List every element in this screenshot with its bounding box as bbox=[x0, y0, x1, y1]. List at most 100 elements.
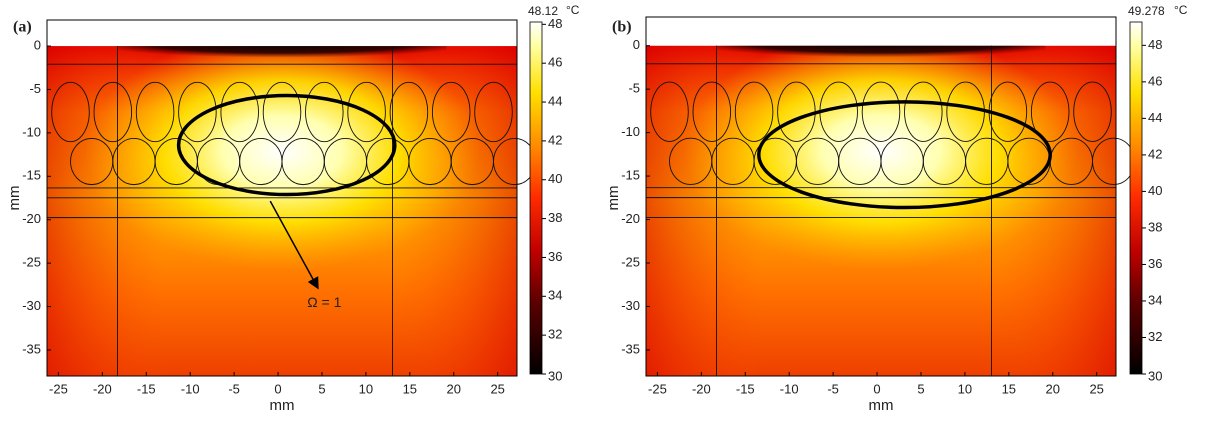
x-axis-label: mm bbox=[270, 397, 295, 414]
cold-zone bbox=[716, 41, 1046, 68]
cell-outline bbox=[474, 81, 513, 143]
colorbar bbox=[1129, 21, 1143, 375]
cell-outline bbox=[389, 81, 429, 143]
annotation-arrow bbox=[269, 200, 319, 290]
x-tick-label: -20 bbox=[93, 381, 112, 396]
x-tick-label: 5 bbox=[318, 381, 325, 396]
region-outline bbox=[176, 93, 397, 197]
cell-outline bbox=[1073, 81, 1112, 142]
x-tick-label: -25 bbox=[648, 381, 667, 396]
y-tick-label: 0 bbox=[633, 37, 640, 52]
cell-outline bbox=[220, 81, 259, 143]
x-axis-label: mm bbox=[869, 397, 894, 414]
colorbar-tick-label: 30 bbox=[548, 368, 562, 383]
cell-outline bbox=[51, 81, 90, 143]
colorbar bbox=[529, 21, 543, 375]
colorbar-unit: °C bbox=[566, 3, 580, 17]
colorbar-tick-label: 36 bbox=[548, 249, 562, 264]
cell-outline bbox=[904, 81, 943, 142]
y-tick-label: -10 bbox=[621, 124, 640, 139]
y-tick-label: -5 bbox=[628, 81, 640, 96]
y-tick-label: -15 bbox=[621, 168, 640, 183]
colorbar-tick-label: 42 bbox=[548, 132, 562, 147]
colorbar-tick-label: 48 bbox=[1148, 37, 1162, 52]
cell-outline bbox=[861, 81, 901, 142]
colorbar-unit: °C bbox=[1174, 3, 1188, 17]
colorbar-tick-label: 38 bbox=[548, 210, 562, 225]
colorbar-tick-label: 44 bbox=[548, 93, 562, 108]
blank-top bbox=[646, 17, 1116, 46]
cell-outline bbox=[431, 81, 471, 143]
x-tick-label: 10 bbox=[359, 381, 373, 396]
colorbar-tick-label: 34 bbox=[1148, 292, 1162, 307]
colorbar-tick-label: 32 bbox=[1148, 329, 1162, 344]
x-tick-label: -15 bbox=[736, 381, 755, 396]
colorbar-tick-label: 48 bbox=[548, 16, 562, 31]
x-tick-label: 15 bbox=[1002, 381, 1016, 396]
y-tick-label: -20 bbox=[621, 211, 640, 226]
cell-outline bbox=[135, 81, 175, 143]
y-tick-label: -25 bbox=[22, 255, 41, 270]
colorbar-tick-label: 40 bbox=[1148, 183, 1162, 198]
colorbar-tick-label: 46 bbox=[1148, 73, 1162, 88]
panel-label: (a) bbox=[13, 19, 32, 36]
colorbar-tick-label: 44 bbox=[1148, 110, 1162, 125]
x-tick-label: -20 bbox=[692, 381, 711, 396]
x-tick-label: 25 bbox=[1089, 381, 1103, 396]
blank-top bbox=[47, 20, 517, 47]
colorbar-tick-label: 30 bbox=[1148, 368, 1162, 383]
colorbar-tick-label: 46 bbox=[548, 55, 562, 70]
x-tick-label: 10 bbox=[958, 381, 972, 396]
y-tick-label: -30 bbox=[621, 298, 640, 313]
cell-outline bbox=[347, 81, 386, 143]
x-tick-label: -15 bbox=[137, 381, 156, 396]
x-tick-label: 5 bbox=[917, 381, 924, 396]
x-tick-label: -10 bbox=[181, 381, 200, 396]
colorbar-tick-label: 34 bbox=[548, 288, 562, 303]
x-tick-label: 15 bbox=[403, 381, 417, 396]
cell-outline bbox=[734, 81, 774, 142]
x-tick-label: 0 bbox=[873, 381, 880, 396]
plot-frame bbox=[645, 16, 1117, 377]
hot-zone bbox=[683, 32, 1079, 271]
y-axis-label: mm bbox=[605, 186, 622, 211]
colorbar-tick-label: 42 bbox=[1148, 146, 1162, 161]
y-tick-label: -5 bbox=[29, 81, 41, 96]
panel-label: (b) bbox=[612, 19, 632, 36]
cell-outline bbox=[178, 81, 217, 143]
y-axis-label: mm bbox=[6, 186, 23, 211]
y-tick-label: 0 bbox=[34, 37, 41, 52]
x-tick-label: -5 bbox=[228, 381, 240, 396]
x-tick-label: 25 bbox=[490, 381, 504, 396]
colorbar-max: 48.12 bbox=[528, 4, 558, 18]
x-tick-label: 20 bbox=[1046, 381, 1060, 396]
x-tick-label: -25 bbox=[49, 381, 68, 396]
x-tick-label: 20 bbox=[447, 381, 461, 396]
y-tick-label: -15 bbox=[22, 168, 41, 183]
cell-outline bbox=[93, 81, 133, 143]
annotation: Ω = 1 bbox=[307, 294, 341, 310]
y-tick-label: -10 bbox=[22, 124, 41, 139]
y-tick-label: -35 bbox=[621, 341, 640, 356]
x-tick-label: 0 bbox=[274, 381, 281, 396]
x-tick-label: -5 bbox=[827, 381, 839, 396]
cell-outline bbox=[692, 81, 732, 142]
cell-outline bbox=[262, 81, 302, 143]
region-outline bbox=[757, 100, 1052, 210]
cell-outline bbox=[650, 81, 689, 142]
y-tick-label: -30 bbox=[22, 298, 41, 313]
y-tick-label: -20 bbox=[22, 211, 41, 226]
cell-outline bbox=[305, 81, 344, 143]
x-tick-label: -10 bbox=[780, 381, 799, 396]
colorbar-max: 49.278 bbox=[1128, 4, 1165, 18]
plot-frame bbox=[46, 19, 518, 377]
y-tick-label: -25 bbox=[621, 254, 640, 269]
colorbar-tick-label: 32 bbox=[548, 327, 562, 342]
y-tick-label: -35 bbox=[22, 341, 41, 356]
colorbar-tick-label: 38 bbox=[1148, 219, 1162, 234]
colorbar-tick-label: 36 bbox=[1148, 256, 1162, 271]
cold-zone bbox=[117, 42, 447, 69]
hot-zone bbox=[84, 32, 480, 271]
cell-outline bbox=[1030, 81, 1070, 142]
